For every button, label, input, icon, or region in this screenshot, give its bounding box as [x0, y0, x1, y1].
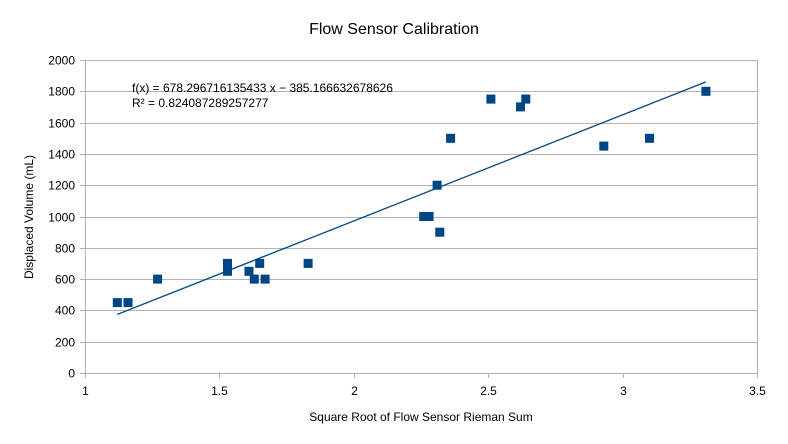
data-point [435, 227, 445, 237]
x-tick-label: 1.5 [211, 384, 228, 398]
y-axis-label: Displaced Volume (mL) [22, 155, 36, 279]
trendline-group [117, 81, 707, 315]
y-tick-label: 2000 [48, 54, 75, 68]
data-point [223, 266, 232, 276]
data-point [303, 258, 313, 268]
trendline-equation: f(x) = 678.296716135433 x − 385.16663267… [132, 81, 393, 95]
data-point [112, 298, 122, 308]
y-tick-label: 1000 [48, 211, 75, 225]
y-tick-label: 200 [55, 336, 75, 350]
chart-title: Flow Sensor Calibration [309, 21, 479, 38]
data-point [123, 298, 133, 308]
data-point [446, 133, 456, 143]
y-tick-label: 1800 [48, 85, 75, 99]
y-tick-label: 1200 [48, 179, 75, 193]
x-axis-label: Square Root of Flow Sensor Rieman Sum [309, 410, 532, 424]
y-tick-label: 800 [55, 242, 75, 256]
y-tick-label: 1600 [48, 117, 75, 131]
data-point [645, 133, 654, 143]
data-point [153, 274, 163, 284]
data-point [521, 94, 531, 104]
axes [80, 60, 758, 378]
y-tick-label: 400 [55, 304, 75, 318]
data-point [244, 266, 254, 276]
data-points [112, 86, 711, 308]
trendline-r-squared: R² = 0.824087289257277 [132, 96, 269, 110]
x-tick-label: 3 [620, 384, 627, 398]
trendline [117, 81, 707, 315]
y-tick-label: 600 [55, 273, 75, 287]
data-point [249, 274, 259, 284]
data-point [599, 141, 609, 151]
y-tick-label: 0 [68, 367, 75, 381]
data-point [701, 86, 711, 96]
data-point [424, 212, 434, 221]
data-point [255, 258, 265, 268]
data-point [260, 274, 270, 284]
x-tick-label: 2.5 [480, 384, 497, 398]
data-point [516, 102, 525, 112]
data-point [486, 94, 496, 104]
y-tick-label: 1400 [48, 148, 75, 162]
x-tick-label: 2 [351, 384, 358, 398]
x-tick-label: 3.5 [749, 384, 766, 398]
data-point [223, 258, 232, 268]
tick-labels: 0 200 400 600 800 1000 1200 1400 1600 1800 2000 1 1.… [48, 54, 766, 399]
x-tick-label: 1 [82, 384, 89, 398]
data-point [432, 180, 442, 190]
data-point [419, 212, 429, 221]
